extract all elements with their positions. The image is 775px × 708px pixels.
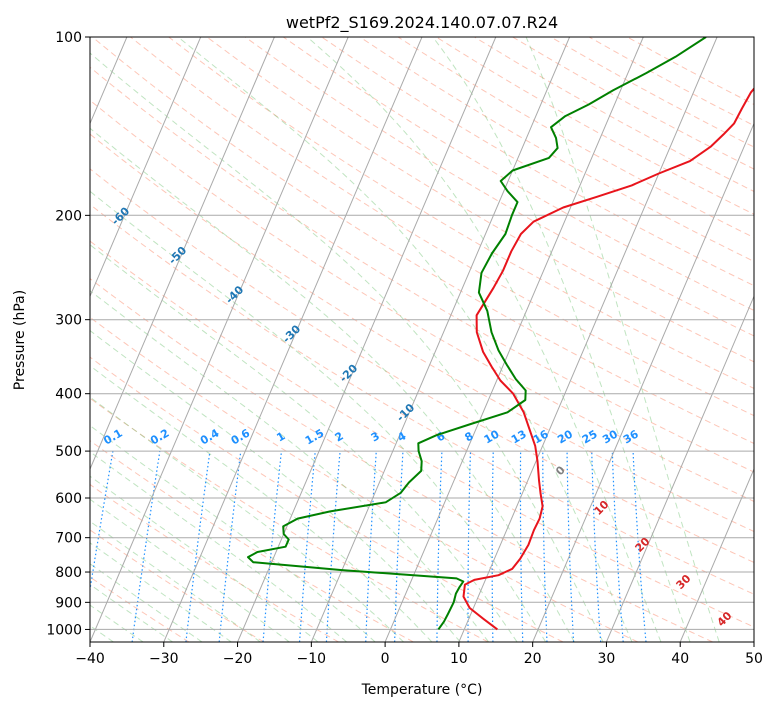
isotherm-line bbox=[532, 122, 754, 642]
moist-adiabat-line bbox=[306, 37, 662, 642]
mixing-ratio-line bbox=[632, 451, 647, 642]
moist-adiabat-line bbox=[90, 290, 490, 642]
mixing-ratio-line bbox=[299, 451, 316, 642]
plot-frame bbox=[89, 36, 755, 643]
dry-adiabat-line bbox=[130, 37, 754, 417]
y-tick-label: 700 bbox=[55, 531, 82, 547]
moist-adiabat-line bbox=[525, 37, 720, 642]
moist-adiabat-line bbox=[90, 563, 203, 642]
dry-adiabat-line bbox=[90, 529, 265, 642]
x-tick-label: 10 bbox=[450, 651, 468, 667]
moist-adiabat-line bbox=[90, 542, 232, 642]
dry-adiabat-line bbox=[90, 278, 713, 642]
dry-adiabat-line bbox=[90, 133, 754, 533]
moist-adiabat-line bbox=[90, 475, 319, 642]
moist-adiabat-line bbox=[90, 244, 518, 642]
moist-adiabat-line bbox=[90, 365, 433, 642]
dry-adiabat-line bbox=[90, 203, 754, 595]
y-axis-label: Pressure (hPa) bbox=[12, 290, 28, 390]
y-tick-label: 800 bbox=[55, 565, 82, 581]
x-tick-label: 0 bbox=[381, 651, 390, 667]
dry-adiabat-line bbox=[90, 99, 754, 502]
x-tick-label: 30 bbox=[598, 651, 616, 667]
y-tick-label: 200 bbox=[55, 208, 82, 224]
x-tick-label: 50 bbox=[745, 651, 763, 667]
moist-adiabat-line bbox=[90, 329, 461, 642]
x-tick-label: 20 bbox=[524, 651, 542, 667]
mixing-ratio-line bbox=[218, 451, 242, 642]
moist-adiabat-line bbox=[90, 498, 290, 642]
mixing-ratio-line bbox=[262, 451, 283, 642]
y-tick-label: 100 bbox=[55, 30, 82, 46]
dry-adiabat-line bbox=[90, 483, 339, 642]
isotherm-line bbox=[679, 467, 754, 642]
x-tick-label: −30 bbox=[149, 651, 179, 667]
isotherm-line bbox=[384, 37, 644, 642]
dry-adiabat-line bbox=[244, 37, 754, 337]
moist-adiabat-line bbox=[90, 396, 404, 642]
chart-title: wetPf2_S169.2024.140.07.07.R24 bbox=[286, 13, 558, 33]
isotherm-line bbox=[90, 37, 349, 642]
isotherm-line bbox=[163, 37, 423, 642]
isotherm-line bbox=[310, 37, 571, 642]
y-tick-label: 900 bbox=[55, 595, 82, 611]
x-tick-label: −40 bbox=[75, 651, 105, 667]
moist-adiabat-line bbox=[90, 424, 376, 642]
isotherm-line bbox=[605, 295, 754, 642]
x-tick-label: −10 bbox=[297, 651, 327, 667]
moist-adiabat-line bbox=[432, 37, 691, 642]
y-tick-label: 400 bbox=[55, 387, 82, 403]
mixing-ratio-line bbox=[185, 451, 211, 642]
dry-adiabat-line bbox=[90, 240, 754, 628]
dry-adiabat-line bbox=[91, 37, 754, 445]
y-tick-label: 1000 bbox=[46, 622, 82, 638]
isotherm-line bbox=[458, 37, 718, 642]
y-tick-label: 600 bbox=[55, 491, 82, 507]
profile-series bbox=[247, 37, 754, 631]
dry-adiabat-line bbox=[283, 37, 754, 312]
moist-adiabat-line bbox=[90, 583, 173, 642]
y-tick-label: 500 bbox=[55, 444, 82, 460]
reference-lines bbox=[90, 37, 754, 642]
x-tick-label: 40 bbox=[671, 651, 689, 667]
axes: −40 −30 −20 −10 0 10 20 30 40 50 100 200 300 400 500 60… bbox=[46, 30, 763, 667]
dry-adiabat-line bbox=[90, 356, 564, 642]
moist-adiabat-line bbox=[177, 37, 633, 642]
isotherm-line bbox=[90, 37, 275, 471]
dewpoint-profile-line bbox=[247, 37, 707, 630]
x-axis-label: Temperature (°C) bbox=[361, 682, 483, 698]
dry-adiabat-line bbox=[90, 316, 639, 642]
moist-adiabat-line bbox=[90, 127, 575, 642]
grid-lines bbox=[90, 37, 754, 642]
x-tick-label: −20 bbox=[223, 651, 253, 667]
dry-adiabat-line bbox=[90, 397, 489, 642]
moist-adiabat-line bbox=[90, 52, 604, 642]
isotherm-line bbox=[237, 37, 497, 642]
temperature-profile-line bbox=[462, 87, 754, 631]
moist-adiabat-line bbox=[90, 520, 261, 642]
isotherm-line bbox=[90, 37, 202, 298]
y-tick-label: 300 bbox=[55, 313, 82, 329]
